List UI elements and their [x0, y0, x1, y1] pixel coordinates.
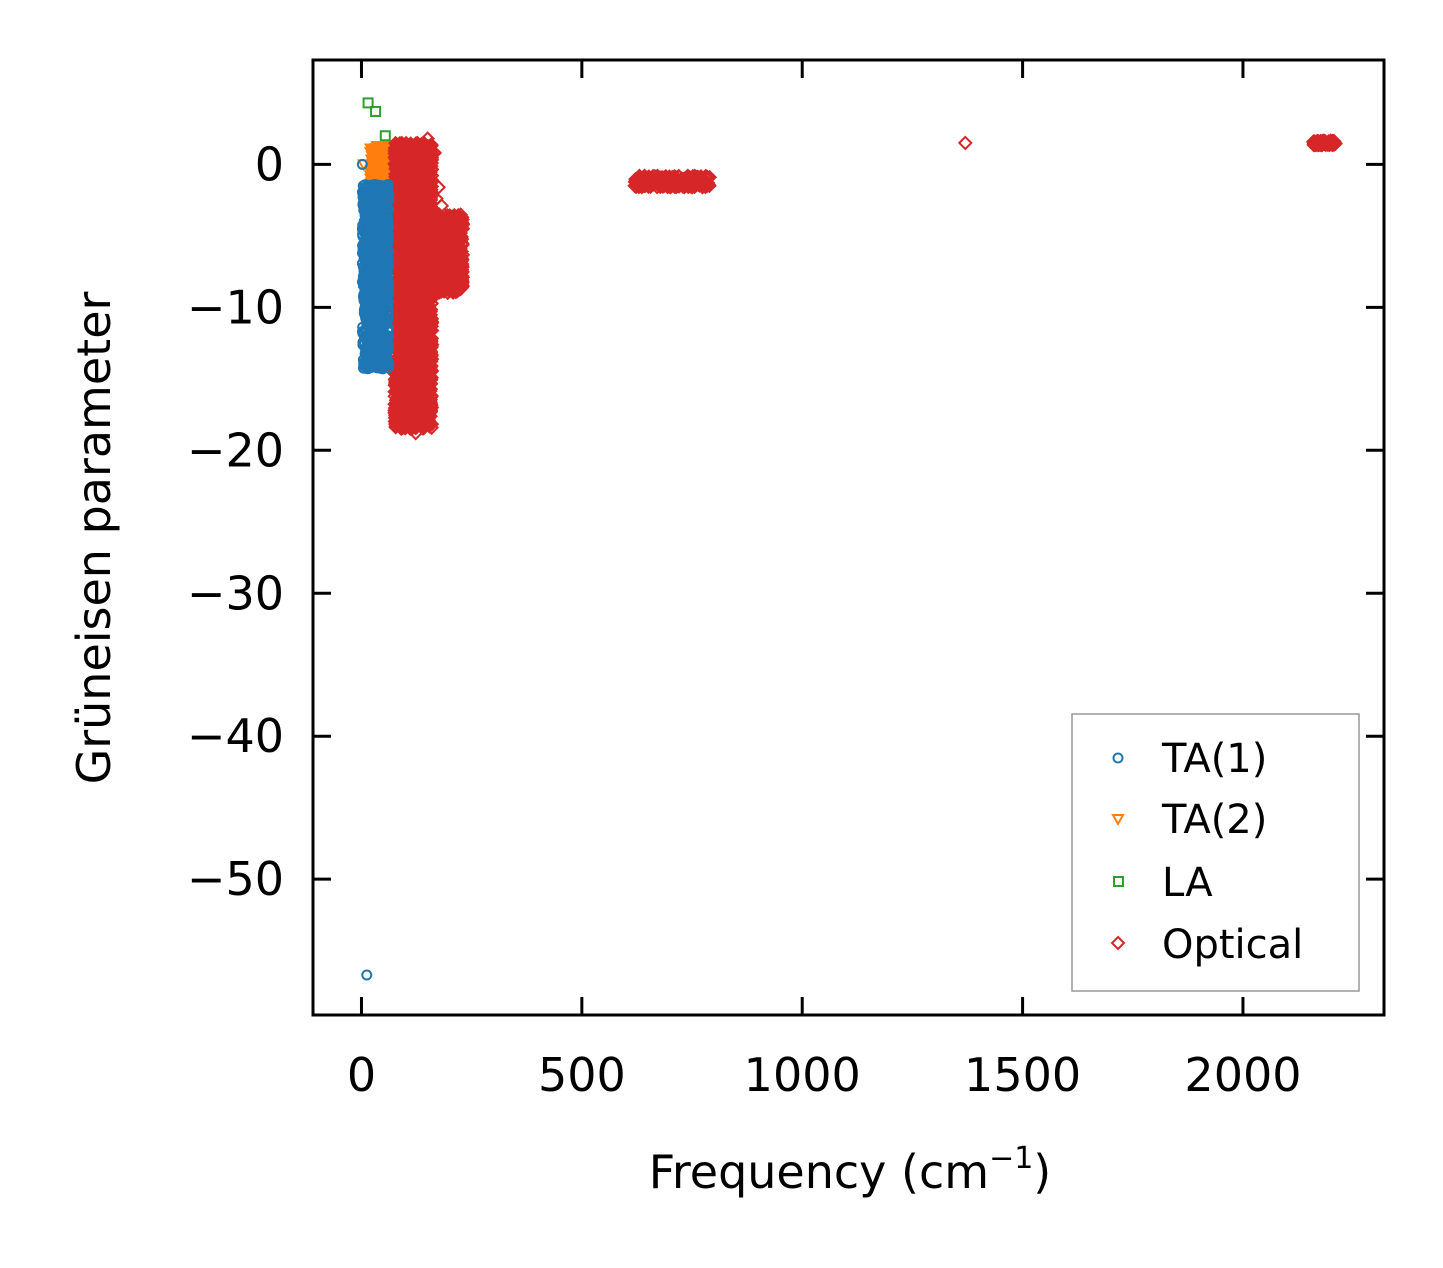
data-point-dense	[413, 324, 429, 340]
data-point	[430, 248, 446, 264]
data-point-dense	[406, 333, 422, 349]
data-point-dense	[427, 261, 443, 277]
data-point	[362, 97, 374, 109]
data-point	[434, 198, 450, 214]
data-point-dense	[420, 349, 436, 364]
data-point	[1323, 135, 1339, 151]
data-point	[411, 285, 427, 301]
data-point	[451, 219, 466, 235]
data-point	[697, 169, 713, 185]
data-point	[427, 145, 443, 161]
data-point	[415, 304, 431, 320]
data-point-dense	[445, 280, 461, 296]
data-point-dense	[400, 372, 416, 387]
data-point	[444, 234, 460, 249]
data-point	[409, 314, 424, 330]
data-point-dense	[454, 276, 470, 292]
data-point	[371, 163, 385, 176]
data-point	[379, 130, 391, 142]
data-point	[414, 164, 429, 179]
data-point	[431, 206, 447, 222]
data-point	[394, 258, 410, 274]
data-point	[398, 237, 413, 252]
data-point-dense	[427, 280, 443, 296]
data-point	[418, 295, 434, 311]
data-point	[453, 225, 469, 241]
data-point-dense	[388, 407, 404, 422]
data-point-dense	[433, 283, 449, 299]
data-point-dense	[394, 272, 410, 288]
data-point	[401, 307, 417, 322]
data-point	[417, 321, 433, 337]
data-point	[424, 172, 440, 188]
data-point	[370, 105, 382, 117]
data-point-dense	[413, 307, 428, 323]
series-ta-1-	[356, 158, 395, 981]
data-point-dense	[455, 269, 471, 285]
data-point	[432, 261, 448, 277]
data-point	[416, 351, 432, 367]
data-point	[420, 131, 436, 147]
data-point-dense	[414, 369, 430, 385]
data-point	[413, 331, 428, 347]
data-point	[1328, 136, 1343, 152]
data-point	[421, 337, 436, 352]
data-point-dense	[424, 295, 439, 311]
data-point	[392, 278, 408, 294]
data-point	[376, 142, 390, 155]
data-point-dense	[396, 150, 412, 166]
data-point	[702, 169, 718, 185]
data-point-dense	[416, 420, 431, 436]
data-point	[399, 205, 414, 221]
data-point-dense	[404, 238, 420, 254]
data-point	[407, 342, 423, 358]
data-point	[1325, 136, 1341, 152]
points-layer	[356, 97, 1343, 981]
data-point-dense	[408, 136, 424, 152]
data-point	[395, 174, 411, 189]
data-point	[422, 312, 438, 328]
data-point-dense	[405, 255, 421, 271]
data-point	[400, 269, 416, 285]
data-point	[377, 149, 391, 162]
data-point	[410, 199, 426, 215]
series-optical	[387, 131, 1343, 441]
data-point	[393, 214, 409, 229]
data-point-dense	[397, 420, 413, 435]
data-point	[455, 221, 471, 237]
data-point	[412, 395, 428, 411]
data-point	[404, 359, 420, 375]
data-point	[410, 411, 426, 427]
data-point	[957, 135, 973, 151]
data-point	[419, 264, 435, 280]
data-point-dense	[390, 316, 406, 332]
data-point	[421, 277, 437, 292]
data-point-dense	[407, 198, 423, 213]
data-point-dense	[397, 325, 413, 341]
data-point	[406, 171, 422, 187]
data-point	[412, 242, 428, 258]
data-point	[448, 229, 464, 245]
data-point	[415, 149, 431, 165]
data-point	[391, 188, 407, 204]
data-point	[438, 252, 454, 268]
data-point	[414, 371, 430, 387]
data-point-dense	[401, 146, 417, 161]
data-point	[431, 179, 447, 195]
data-point	[419, 139, 435, 155]
data-point	[414, 272, 429, 288]
data-point-dense	[401, 349, 416, 365]
data-point	[397, 289, 413, 305]
data-point	[409, 228, 424, 244]
data-point	[408, 425, 424, 441]
data-point-dense	[388, 140, 404, 156]
data-point	[425, 287, 441, 302]
data-point	[428, 274, 444, 290]
data-point-dense	[399, 223, 415, 239]
data-point	[424, 251, 440, 267]
data-point	[418, 208, 434, 224]
data-point-dense	[422, 383, 438, 399]
